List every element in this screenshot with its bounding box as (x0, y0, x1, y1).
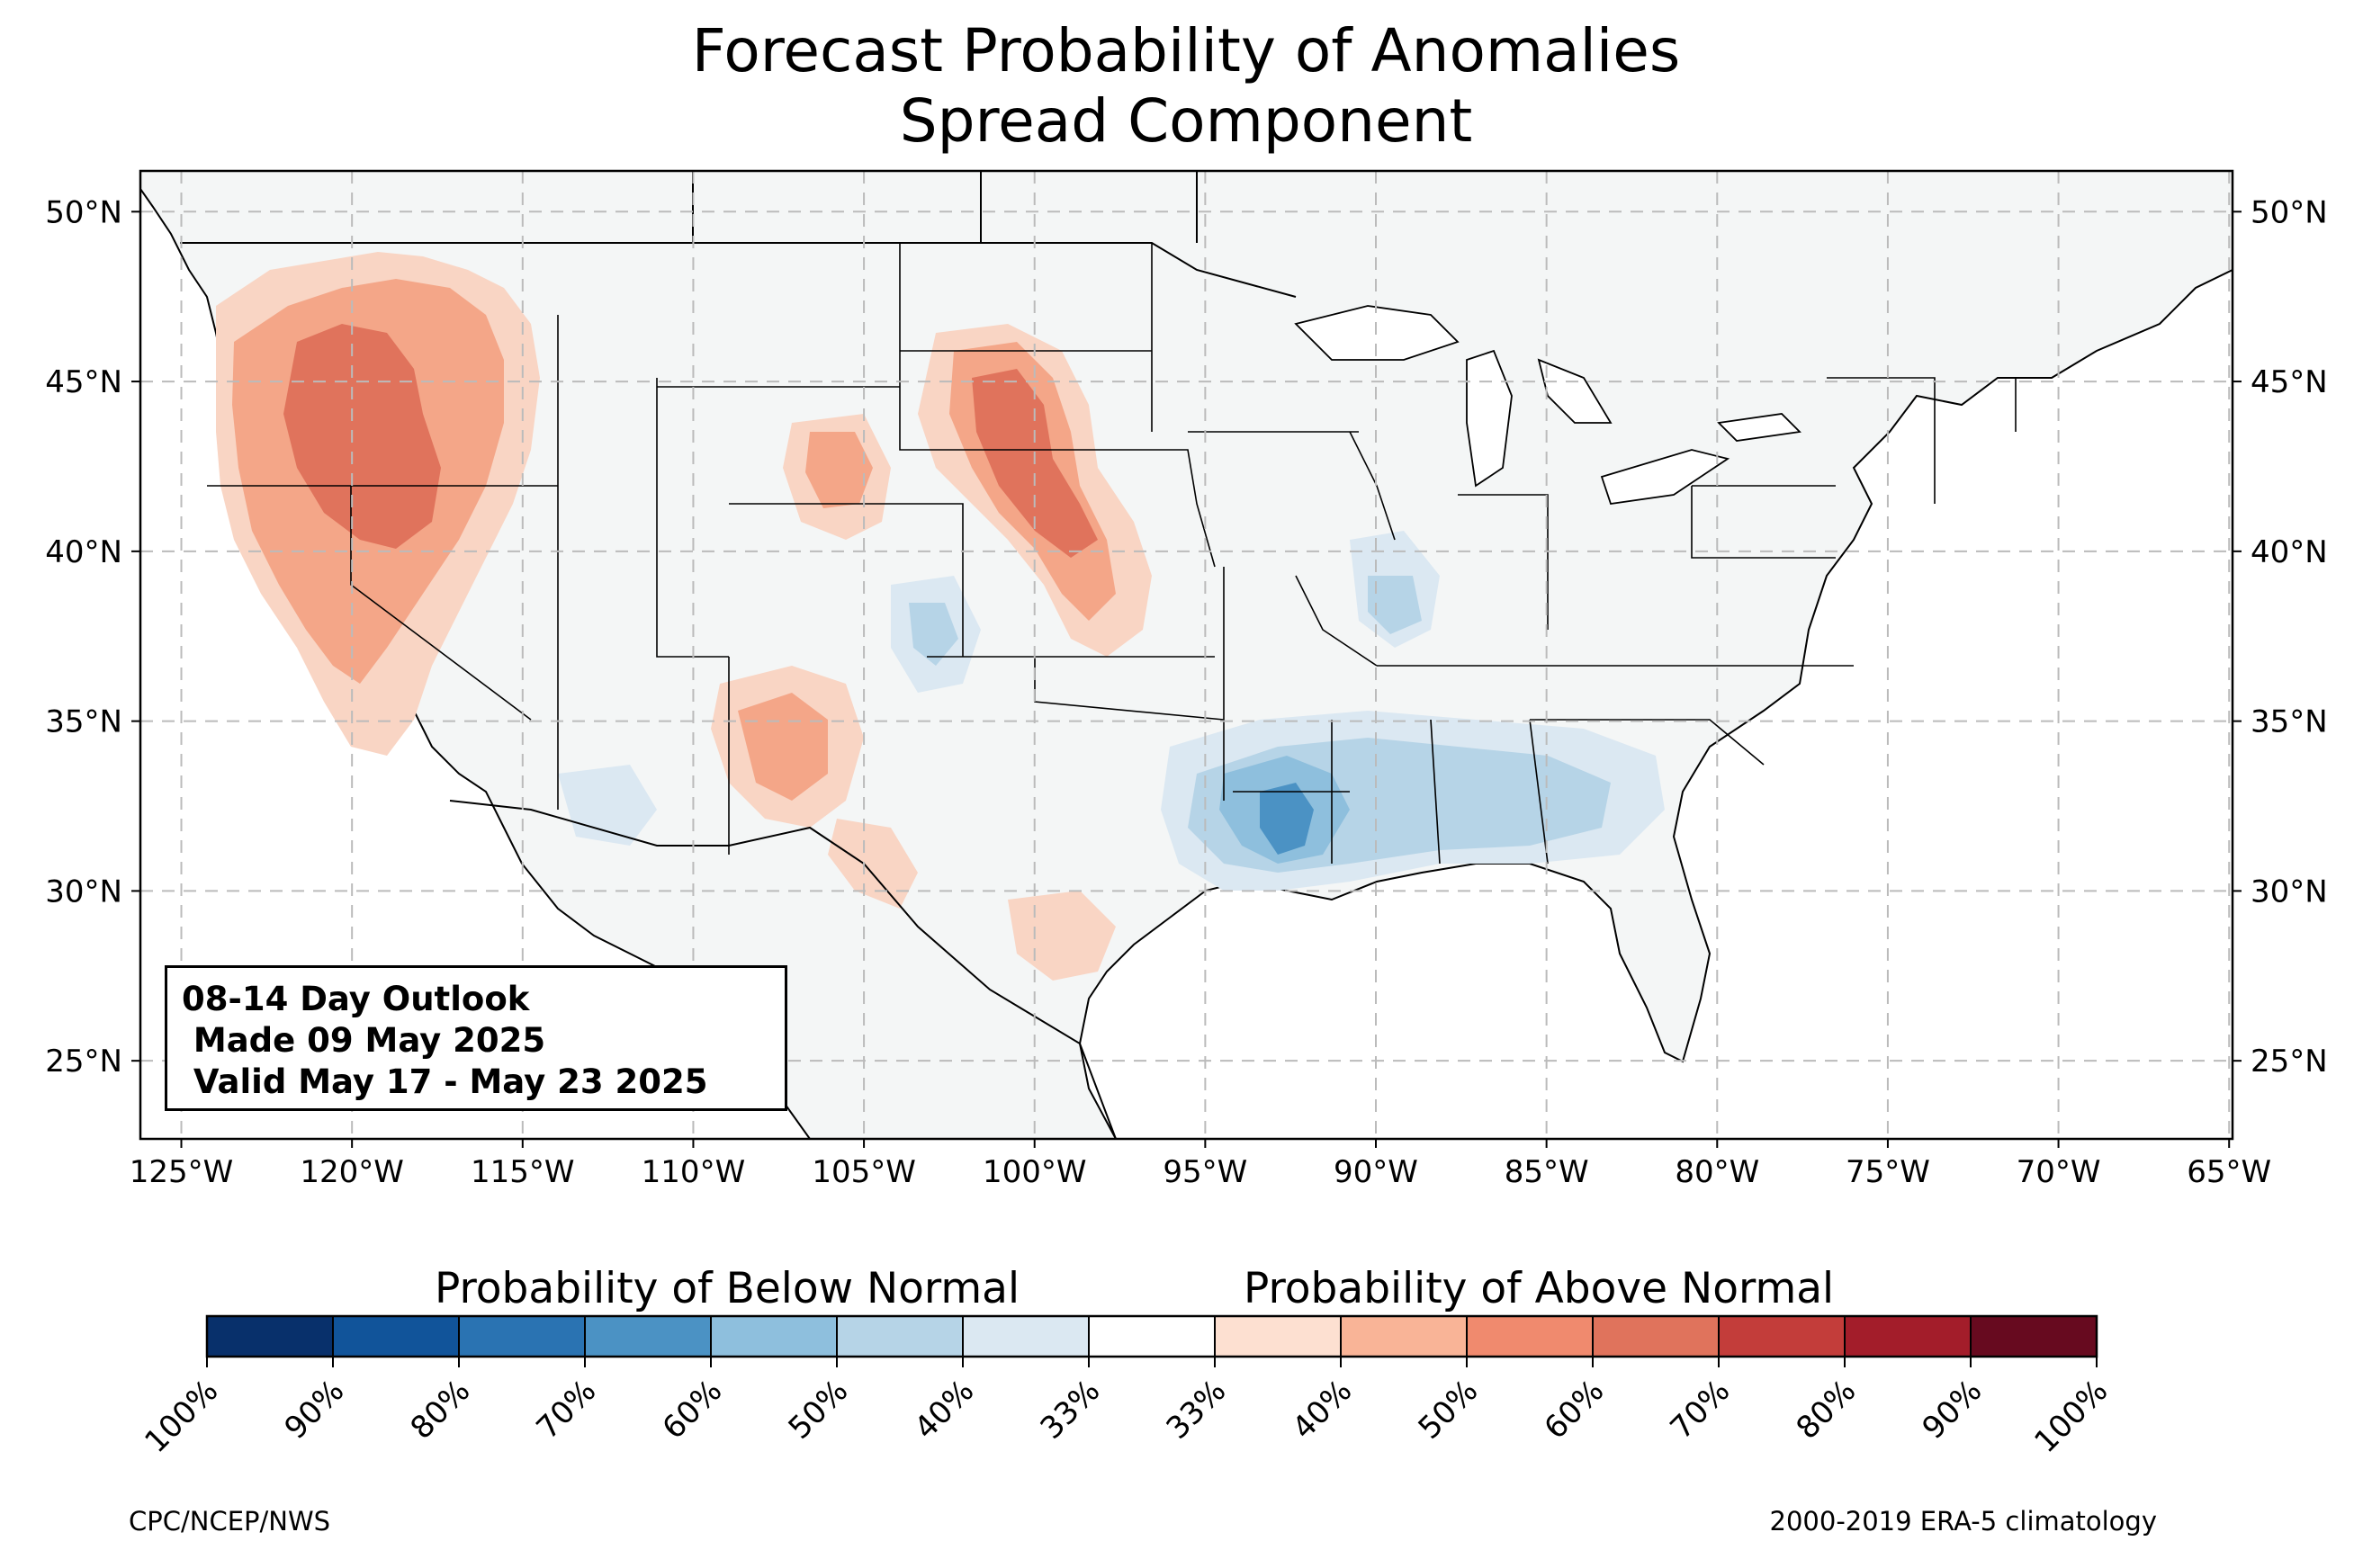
colorbar-tick-label: 100% (138, 1373, 225, 1460)
lat-tick-label: 50°N (45, 194, 122, 230)
lon-tick-label: 70°W (2017, 1154, 2101, 1190)
lat-tick-label: 30°N (2251, 874, 2328, 909)
colorbar-tick-label: 60% (1538, 1373, 1612, 1447)
state-boundaries (207, 243, 2017, 865)
above-60-region-west (283, 324, 441, 549)
below-50-region-kansas (909, 603, 958, 666)
colorbar-frame (205, 1314, 2098, 1358)
colorbar-cell (1971, 1316, 2098, 1357)
colorbar-cell (333, 1316, 460, 1357)
lat-tick-label: 40°N (45, 534, 122, 570)
chart-title-line2: Spread Component (899, 86, 1473, 156)
colorbar-below-label: Probability of Below Normal (435, 1264, 1020, 1313)
colorbar-tick-label: 60% (656, 1373, 730, 1447)
colorbar-above-label: Probability of Above Normal (1244, 1264, 1835, 1313)
lon-tick-label: 75°W (1846, 1154, 1930, 1190)
above-50-region-sw (738, 693, 828, 801)
lat-tick-label: 45°N (45, 364, 122, 400)
colorbar-tick-label: 40% (908, 1373, 982, 1447)
below-40-region-arizona (558, 765, 657, 846)
lon-tick-label: 110°W (642, 1154, 746, 1190)
colorbar-tick-label: 90% (1916, 1373, 1990, 1447)
colorbar-cell (1089, 1316, 1216, 1357)
colorbar-tick-label: 33% (1160, 1373, 1234, 1447)
made-date: Made 09 May 2025 (182, 1021, 546, 1060)
colorbar-tick-label: 90% (278, 1373, 352, 1447)
lat-tick-label: 50°N (2251, 194, 2328, 230)
lon-tick-label: 125°W (130, 1154, 234, 1190)
above-50-region-rockies (805, 432, 873, 508)
colorbar-tick-label: 40% (1286, 1373, 1360, 1447)
colorbar-cell (1719, 1316, 1846, 1357)
colorbar-cell (1341, 1316, 1468, 1357)
colorbar-cell (207, 1316, 334, 1357)
colorbar-tick-label: 50% (1412, 1373, 1486, 1447)
below-70-region-delta (1260, 783, 1314, 855)
lat-tick-label: 35°N (2251, 704, 2328, 740)
lon-tick-label: 85°W (1505, 1154, 1589, 1190)
lat-tick-label: 25°N (2251, 1044, 2328, 1080)
lat-tick-label: 25°N (45, 1044, 122, 1080)
lon-tick-label: 95°W (1163, 1154, 1247, 1190)
colorbar-cell (963, 1316, 1090, 1357)
lon-tick-label: 120°W (300, 1154, 404, 1190)
colorbar-cell (1467, 1316, 1594, 1357)
colorbar-cell (1215, 1316, 1342, 1357)
valid-range: Valid May 17 - May 23 2025 (182, 1062, 708, 1101)
colorbar-cell (1593, 1316, 1720, 1357)
below-50-region-midwest (1368, 576, 1422, 634)
colorbar-cell (1845, 1316, 1972, 1357)
lon-tick-label: 80°W (1675, 1154, 1759, 1190)
colorbar-tick-label: 80% (404, 1373, 478, 1447)
chart-title-line1: Forecast Probability of Anomalies (691, 16, 1681, 85)
colorbar-cell (711, 1316, 838, 1357)
colorbar-tick-label: 50% (782, 1373, 856, 1447)
chart-title: Forecast Probability of Anomalies Spread… (0, 16, 2372, 157)
colorbar-cell (585, 1316, 712, 1357)
credit-agency: CPC/NCEP/NWS (129, 1506, 331, 1537)
colorbar-tick-label: 70% (1664, 1373, 1738, 1447)
colorbar-cell (837, 1316, 964, 1357)
lat-tick-label: 45°N (2251, 364, 2328, 400)
lon-tick-label: 115°W (471, 1154, 575, 1190)
lon-tick-label: 105°W (812, 1154, 916, 1190)
lat-tick-labels-right: 25°N 30°N 35°N 40°N 45°N 50°N (2233, 194, 2328, 1080)
outlook-period: 08-14 Day Outlook (182, 980, 530, 1018)
lon-tick-labels: 125°W 120°W 115°W 110°W 105°W 100°W 95°W 90°W 85… (130, 1139, 2271, 1190)
lon-tick-label: 90°W (1334, 1154, 1418, 1190)
colorbar-tick-label: 80% (1790, 1373, 1864, 1447)
map-frame (139, 169, 2234, 1141)
lat-tick-labels-left: 25°N 30°N 35°N 40°N 45°N 50°N (45, 194, 140, 1080)
lon-tick-label: 100°W (983, 1154, 1087, 1190)
above-40-region-bigbend (828, 819, 918, 909)
lat-tick-label: 30°N (45, 874, 122, 909)
colorbar-cell (459, 1316, 586, 1357)
colorbar-tick-label: 70% (530, 1373, 604, 1447)
colorbar-tick-label: 33% (1034, 1373, 1108, 1447)
below-normal-regions (558, 531, 1665, 891)
lat-tick-label: 40°N (2251, 534, 2328, 570)
lat-tick-label: 35°N (45, 704, 122, 740)
outlook-info-box: 08-14 Day Outlook Made 09 May 2025 Valid… (165, 965, 787, 1111)
colorbar-tick-label: 100% (2027, 1373, 2115, 1460)
lon-tick-label: 65°W (2187, 1154, 2271, 1190)
credit-climatology: 2000-2019 ERA-5 climatology (1769, 1506, 2157, 1537)
